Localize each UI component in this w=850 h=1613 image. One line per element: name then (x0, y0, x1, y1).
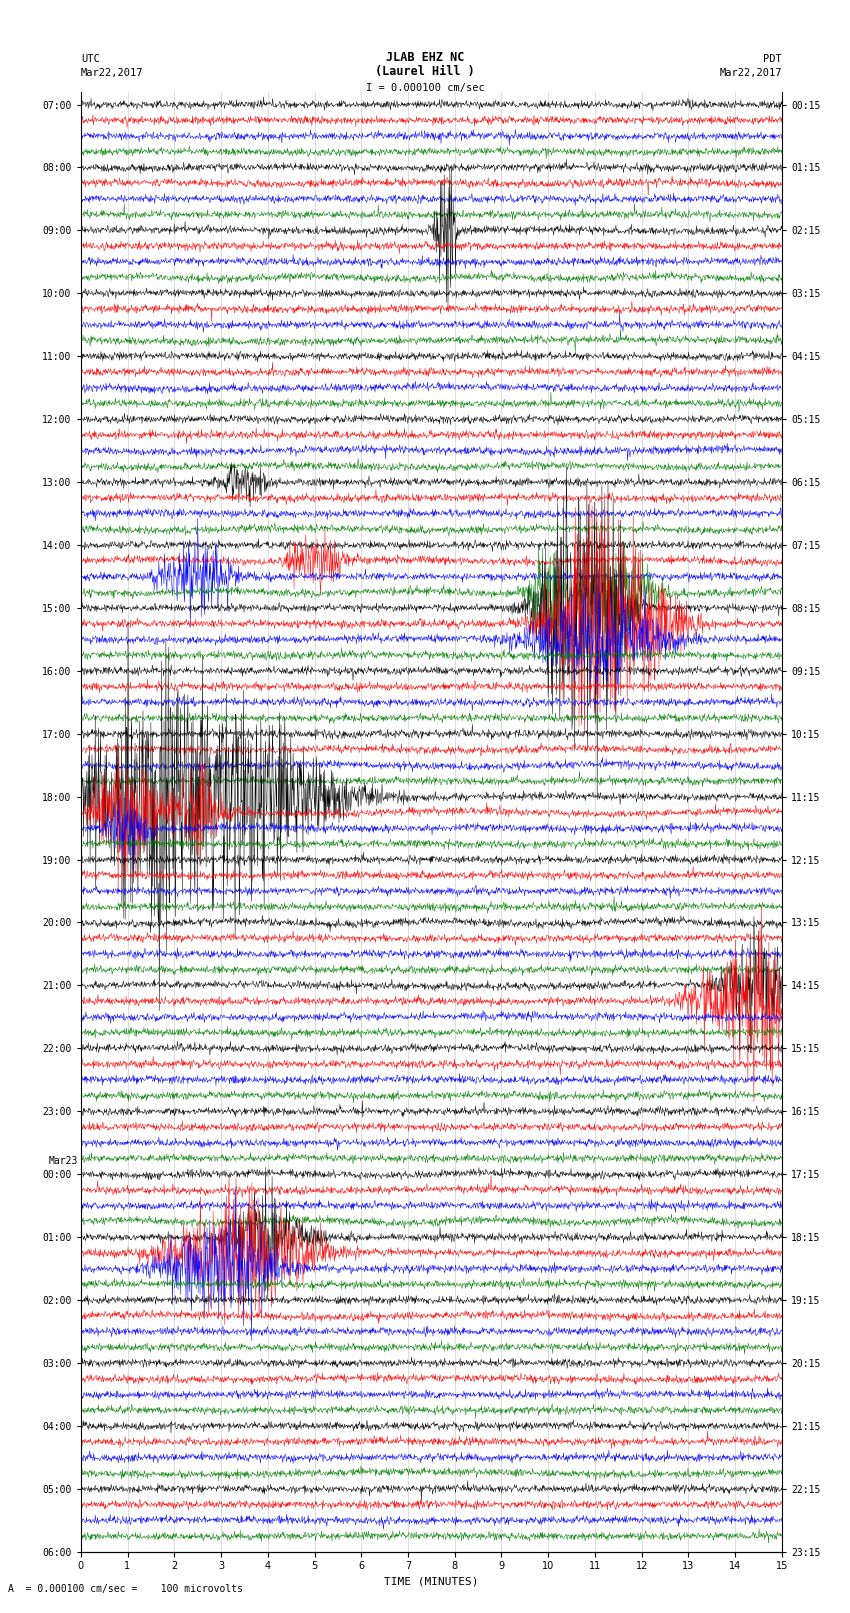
Text: A  = 0.000100 cm/sec =    100 microvolts: A = 0.000100 cm/sec = 100 microvolts (8, 1584, 243, 1594)
Text: (Laurel Hill ): (Laurel Hill ) (375, 65, 475, 77)
Text: PDT: PDT (763, 53, 782, 65)
Text: Mar22,2017: Mar22,2017 (719, 68, 782, 77)
Text: JLAB EHZ NC: JLAB EHZ NC (386, 50, 464, 65)
Text: Mar23: Mar23 (48, 1155, 78, 1166)
Text: I = 0.000100 cm/sec: I = 0.000100 cm/sec (366, 82, 484, 92)
Text: Mar22,2017: Mar22,2017 (81, 68, 144, 77)
X-axis label: TIME (MINUTES): TIME (MINUTES) (384, 1578, 479, 1587)
Text: UTC: UTC (81, 53, 99, 65)
